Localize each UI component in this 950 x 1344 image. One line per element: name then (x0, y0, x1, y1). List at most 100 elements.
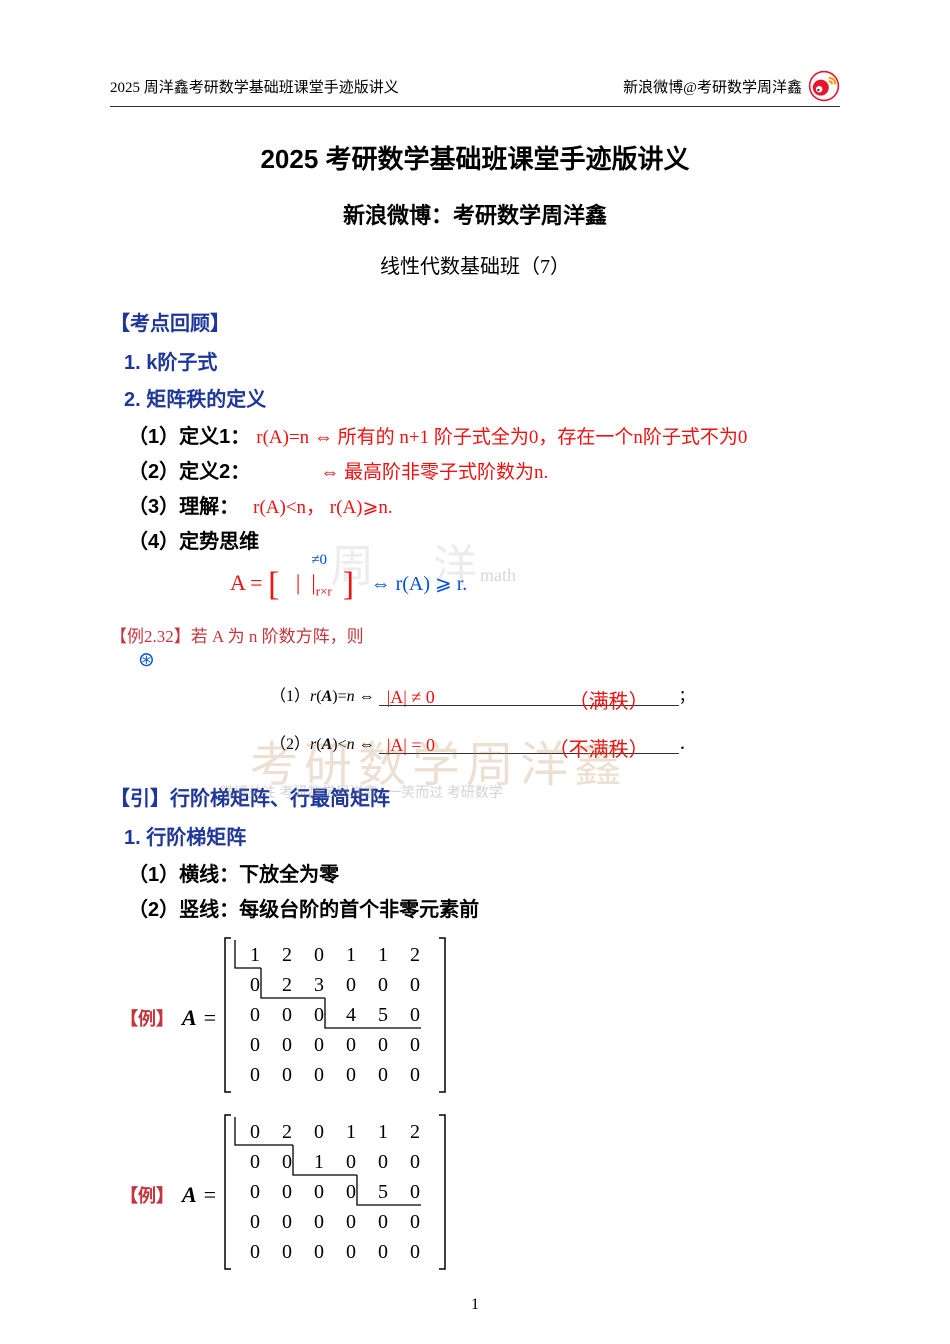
def2-label: （2）定义2： (128, 455, 250, 484)
matrix1-var: A = (182, 1005, 217, 1031)
svg-text:0: 0 (282, 1064, 292, 1086)
mindset-label: （4）定势思维 (128, 525, 259, 554)
svg-text:0: 0 (250, 1004, 260, 1026)
svg-text:1: 1 (378, 944, 388, 966)
matrix-example-2: 【例】 A = 020112001000000050000000000000 (120, 1113, 840, 1276)
svg-text:0: 0 (378, 974, 388, 996)
svg-text:2: 2 (282, 1121, 292, 1143)
understand-row: （3）理解： r(A)<n， r(A)⩾n. (128, 490, 840, 519)
svg-text:2: 2 (410, 1121, 420, 1143)
svg-text:0: 0 (282, 1151, 292, 1173)
svg-text:3: 3 (314, 974, 324, 996)
ex2-prefix: （2）r(A)<n ⇔ (270, 736, 379, 753)
example-232-line2: （2）r(A)<n ⇔ |A| = 0 （不满秩） ． (270, 730, 840, 754)
section-review: 【考点回顾】 (110, 307, 840, 336)
svg-text:0: 0 (314, 1211, 324, 1233)
svg-text:0: 0 (250, 1211, 260, 1233)
svg-text:0: 0 (378, 1151, 388, 1173)
svg-text:4: 4 (346, 1004, 356, 1026)
svg-text:0: 0 (378, 1034, 388, 1056)
svg-text:0: 0 (314, 1034, 324, 1056)
header-right-group: 新浪微博@考研数学周洋鑫 (623, 70, 840, 102)
svg-text:0: 0 (314, 1004, 324, 1026)
svg-text:0: 0 (346, 1151, 356, 1173)
def1-handwriting: r(A)=n ⇔ 所有的 n+1 阶子式全为0，存在一个n阶子式不为0 (256, 422, 747, 449)
svg-text:0: 0 (378, 1241, 388, 1263)
svg-text:0: 0 (314, 1241, 324, 1263)
title-weibo: 新浪微博：考研数学周洋鑫 (110, 198, 840, 230)
svg-text:0: 0 (410, 974, 420, 996)
svg-text:0: 0 (410, 1181, 420, 1203)
svg-text:0: 0 (346, 974, 356, 996)
ex1-blank: |A| ≠ 0 （满秩） (379, 705, 679, 706)
svg-text:0: 0 (410, 1034, 420, 1056)
svg-text:5: 5 (378, 1181, 388, 1203)
star-icon: ⊛ (138, 647, 840, 672)
svg-text:0: 0 (314, 1121, 324, 1143)
matrix2-label: 【例】 (120, 1182, 174, 1208)
svg-text:0: 0 (378, 1064, 388, 1086)
svg-text:0: 0 (250, 1151, 260, 1173)
example-232-head: 【例2.32】若 A 为 n 阶数方阵，则 (110, 622, 840, 647)
svg-text:1: 1 (346, 1121, 356, 1143)
matrix1-svg: 120112023000000450000000000000 (223, 936, 447, 1099)
svg-text:0: 0 (282, 1034, 292, 1056)
matrix-example-1: 【例】 A = 120112023000000450000000000000 (120, 936, 840, 1099)
svg-text:0: 0 (314, 944, 324, 966)
svg-text:0: 0 (346, 1241, 356, 1263)
rule-vertical: （2）竖线：每级台阶的首个非零元素前 (128, 893, 840, 922)
page-number: 1 (471, 1296, 479, 1314)
svg-text:1: 1 (346, 944, 356, 966)
title-main: 2025 考研数学基础班课堂手迹版讲义 (110, 139, 840, 176)
page: 2025 周洋鑫考研数学基础班课堂手迹版讲义 新浪微博@考研数学周洋鑫 2025… (0, 0, 950, 1344)
svg-text:5: 5 (378, 1004, 388, 1026)
ex1-answer: |A| ≠ 0 (387, 687, 435, 708)
header-right: 新浪微博@考研数学周洋鑫 (623, 76, 802, 97)
svg-text:0: 0 (346, 1211, 356, 1233)
matrix2-var: A = (182, 1182, 217, 1208)
rule-vertical-text: （2）竖线：每级台阶的首个非零元素前 (128, 893, 479, 922)
svg-text:0: 0 (250, 1181, 260, 1203)
svg-text:0: 0 (282, 1004, 292, 1026)
section-intro: 【引】行阶梯矩阵、行最简矩阵 (110, 782, 840, 811)
understand-handwriting: r(A)<n， r(A)⩾n. (253, 492, 393, 519)
example-232-line1: （1）r(A)=n ⇔ |A| ≠ 0 （满秩） ； (270, 682, 840, 706)
svg-text:0: 0 (346, 1181, 356, 1203)
item-echelon: 1. 行阶梯矩阵 (124, 821, 840, 850)
svg-text:0: 0 (346, 1034, 356, 1056)
weibo-icon (808, 70, 840, 102)
svg-text:0: 0 (314, 1181, 324, 1203)
def2-handwriting: ⇔ 最高阶非零子式阶数为n. (320, 457, 548, 484)
svg-text:0: 0 (410, 1241, 420, 1263)
ex1-prefix: （1）r(A)=n ⇔ (270, 688, 379, 705)
ex1-note: （满秩） (569, 685, 649, 714)
svg-text:0: 0 (282, 1211, 292, 1233)
svg-text:1: 1 (250, 944, 260, 966)
svg-text:0: 0 (250, 1034, 260, 1056)
header-bar: 2025 周洋鑫考研数学基础班课堂手迹版讲义 新浪微博@考研数学周洋鑫 (110, 70, 840, 107)
understand-label: （3）理解： (128, 490, 239, 519)
svg-text:0: 0 (250, 1064, 260, 1086)
svg-text:0: 0 (378, 1211, 388, 1233)
matrix1-label: 【例】 (120, 1005, 174, 1031)
svg-text:0: 0 (282, 1181, 292, 1203)
svg-text:1: 1 (314, 1151, 324, 1173)
svg-text:0: 0 (410, 1151, 420, 1173)
item-k-minor: 1. k阶子式 (124, 346, 840, 375)
svg-text:2: 2 (410, 944, 420, 966)
item-rank-def: 2. 矩阵秩的定义 (124, 383, 840, 412)
svg-text:0: 0 (410, 1064, 420, 1086)
svg-text:1: 1 (378, 1121, 388, 1143)
def1-label: （1）定义1： (128, 420, 250, 449)
svg-text:0: 0 (282, 1241, 292, 1263)
svg-text:0: 0 (314, 1064, 324, 1086)
svg-text:2: 2 (282, 974, 292, 996)
mindset-row: （4）定势思维 (128, 525, 840, 554)
svg-text:0: 0 (346, 1064, 356, 1086)
header-left: 2025 周洋鑫考研数学基础班课堂手迹版讲义 (110, 76, 399, 97)
svg-text:2: 2 (282, 944, 292, 966)
svg-text:0: 0 (250, 1241, 260, 1263)
rule-horizontal: （1）横线：下放全为零 (128, 858, 840, 887)
svg-text:0: 0 (410, 1004, 420, 1026)
def2-row: （2）定义2： ⇔ 最高阶非零子式阶数为n. (128, 455, 840, 484)
